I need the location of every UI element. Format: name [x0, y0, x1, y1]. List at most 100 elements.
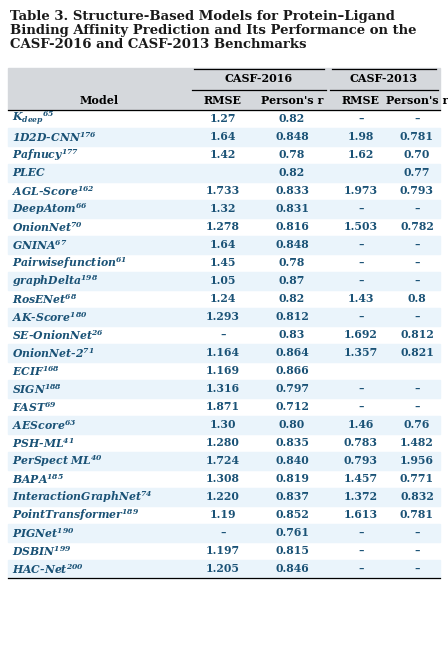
Text: 0.781: 0.781: [400, 510, 434, 521]
Text: RosENet$^\mathregular{68}$: RosENet$^\mathregular{68}$: [12, 292, 78, 306]
Text: 1.05: 1.05: [210, 275, 236, 286]
Text: RMSE: RMSE: [342, 95, 380, 106]
Text: AEScore$^\mathregular{63}$: AEScore$^\mathregular{63}$: [12, 418, 76, 432]
Text: DeepAtom$^\mathregular{66}$: DeepAtom$^\mathregular{66}$: [12, 201, 88, 217]
Text: 0.815: 0.815: [275, 546, 309, 557]
Text: 1.42: 1.42: [210, 150, 236, 161]
Text: 1.973: 1.973: [344, 186, 378, 197]
Text: –: –: [414, 114, 420, 124]
Text: OnionNet-2$^\mathregular{71}$: OnionNet-2$^\mathregular{71}$: [12, 346, 94, 360]
Text: 0.771: 0.771: [400, 473, 434, 484]
Bar: [8, 380, 440, 398]
Text: –: –: [358, 239, 364, 250]
Bar: [8, 308, 440, 326]
Text: 0.852: 0.852: [275, 510, 309, 521]
Text: HAC-Net$^\mathregular{200}$: HAC-Net$^\mathregular{200}$: [12, 562, 84, 576]
Text: 1.64: 1.64: [210, 132, 236, 143]
Text: 0.837: 0.837: [275, 491, 309, 502]
Text: SE-OnionNet$^\mathregular{26}$: SE-OnionNet$^\mathregular{26}$: [12, 328, 104, 342]
Text: 0.866: 0.866: [275, 366, 309, 377]
Text: 1.164: 1.164: [206, 348, 240, 359]
Text: 0.82: 0.82: [279, 114, 305, 124]
Bar: [8, 128, 440, 146]
Text: 1.19: 1.19: [210, 510, 236, 521]
Text: CASF-2016: CASF-2016: [225, 74, 293, 84]
Text: 0.783: 0.783: [344, 437, 378, 448]
Text: 0.82: 0.82: [279, 293, 305, 304]
Text: 1.27: 1.27: [210, 114, 236, 124]
Text: Person's r: Person's r: [386, 95, 448, 106]
Text: 0.80: 0.80: [279, 419, 305, 430]
Text: CASF-2013: CASF-2013: [350, 74, 418, 84]
Text: InteractionGraphNet$^\mathregular{74}$: InteractionGraphNet$^\mathregular{74}$: [12, 489, 153, 505]
Text: –: –: [414, 257, 420, 268]
Text: 1D2D-CNN$^\mathregular{176}$: 1D2D-CNN$^\mathregular{176}$: [12, 130, 97, 144]
Text: AGL-Score$^\mathregular{162}$: AGL-Score$^\mathregular{162}$: [12, 184, 95, 198]
Text: 1.45: 1.45: [210, 257, 236, 268]
Bar: [8, 560, 440, 578]
Bar: [8, 344, 440, 362]
Text: –: –: [358, 546, 364, 557]
Bar: [8, 164, 440, 182]
Text: PointTransformer$^\mathregular{189}$: PointTransformer$^\mathregular{189}$: [12, 507, 139, 523]
Text: 0.78: 0.78: [279, 257, 305, 268]
Text: 0.712: 0.712: [275, 401, 309, 413]
Text: –: –: [358, 257, 364, 268]
Text: GNINA$^\mathregular{67}$: GNINA$^\mathregular{67}$: [12, 238, 67, 252]
Text: –: –: [358, 275, 364, 286]
Text: 1.308: 1.308: [206, 473, 240, 484]
Text: CASF-2016 and CASF-2013 Benchmarks: CASF-2016 and CASF-2013 Benchmarks: [10, 38, 306, 51]
Text: 0.70: 0.70: [404, 150, 430, 161]
Text: 1.43: 1.43: [348, 293, 374, 304]
Text: 1.692: 1.692: [344, 330, 378, 341]
Text: 0.797: 0.797: [275, 384, 309, 395]
Bar: [8, 68, 440, 110]
Text: 1.62: 1.62: [348, 150, 374, 161]
Text: 0.8: 0.8: [408, 293, 426, 304]
Text: 0.864: 0.864: [275, 348, 309, 359]
Text: 0.782: 0.782: [400, 221, 434, 232]
Text: Person's r: Person's r: [261, 95, 323, 106]
Text: 1.46: 1.46: [348, 419, 374, 430]
Text: –: –: [414, 275, 420, 286]
Text: 1.278: 1.278: [206, 221, 240, 232]
Text: 1.457: 1.457: [344, 473, 378, 484]
Text: BAPA$^\mathregular{185}$: BAPA$^\mathregular{185}$: [12, 472, 64, 486]
Text: Pairwisefunction$^\mathregular{61}$: Pairwisefunction$^\mathregular{61}$: [12, 255, 127, 271]
Text: 0.832: 0.832: [400, 491, 434, 502]
Text: OnionNet$^\mathregular{70}$: OnionNet$^\mathregular{70}$: [12, 220, 83, 234]
Text: 1.64: 1.64: [210, 239, 236, 250]
Text: 1.98: 1.98: [348, 132, 374, 143]
Text: 1.197: 1.197: [206, 546, 240, 557]
Text: graphDelta$^\mathregular{198}$: graphDelta$^\mathregular{198}$: [12, 273, 98, 289]
Text: –: –: [358, 401, 364, 413]
Text: PLEC: PLEC: [12, 168, 45, 179]
Text: 0.821: 0.821: [400, 348, 434, 359]
Bar: [8, 236, 440, 254]
Text: 0.82: 0.82: [279, 168, 305, 179]
Text: 1.613: 1.613: [344, 510, 378, 521]
Text: –: –: [358, 564, 364, 575]
Text: 1.482: 1.482: [400, 437, 434, 448]
Text: 1.503: 1.503: [344, 221, 378, 232]
Text: 1.724: 1.724: [206, 455, 240, 466]
Text: Model: Model: [79, 95, 119, 106]
Text: 1.316: 1.316: [206, 384, 240, 395]
Text: PIGNet$^\mathregular{190}$: PIGNet$^\mathregular{190}$: [12, 526, 75, 540]
Text: SIGN$^\mathregular{188}$: SIGN$^\mathregular{188}$: [12, 382, 62, 396]
Text: 1.357: 1.357: [344, 348, 378, 359]
Text: 0.77: 0.77: [404, 168, 430, 179]
Text: 0.793: 0.793: [400, 186, 434, 197]
Text: –: –: [220, 330, 226, 341]
Text: 0.812: 0.812: [275, 312, 309, 322]
Text: –: –: [358, 312, 364, 322]
Text: 0.848: 0.848: [275, 239, 309, 250]
Text: ECIF$^\mathregular{168}$: ECIF$^\mathregular{168}$: [12, 364, 60, 378]
Text: 1.733: 1.733: [206, 186, 240, 197]
Text: 0.781: 0.781: [400, 132, 434, 143]
Text: 1.280: 1.280: [206, 437, 240, 448]
Text: 1.24: 1.24: [210, 293, 236, 304]
Text: PSH-ML$^\mathregular{41}$: PSH-ML$^\mathregular{41}$: [12, 436, 74, 450]
Text: DSBIN$^\mathregular{199}$: DSBIN$^\mathregular{199}$: [12, 544, 72, 558]
Text: 1.372: 1.372: [344, 491, 378, 502]
